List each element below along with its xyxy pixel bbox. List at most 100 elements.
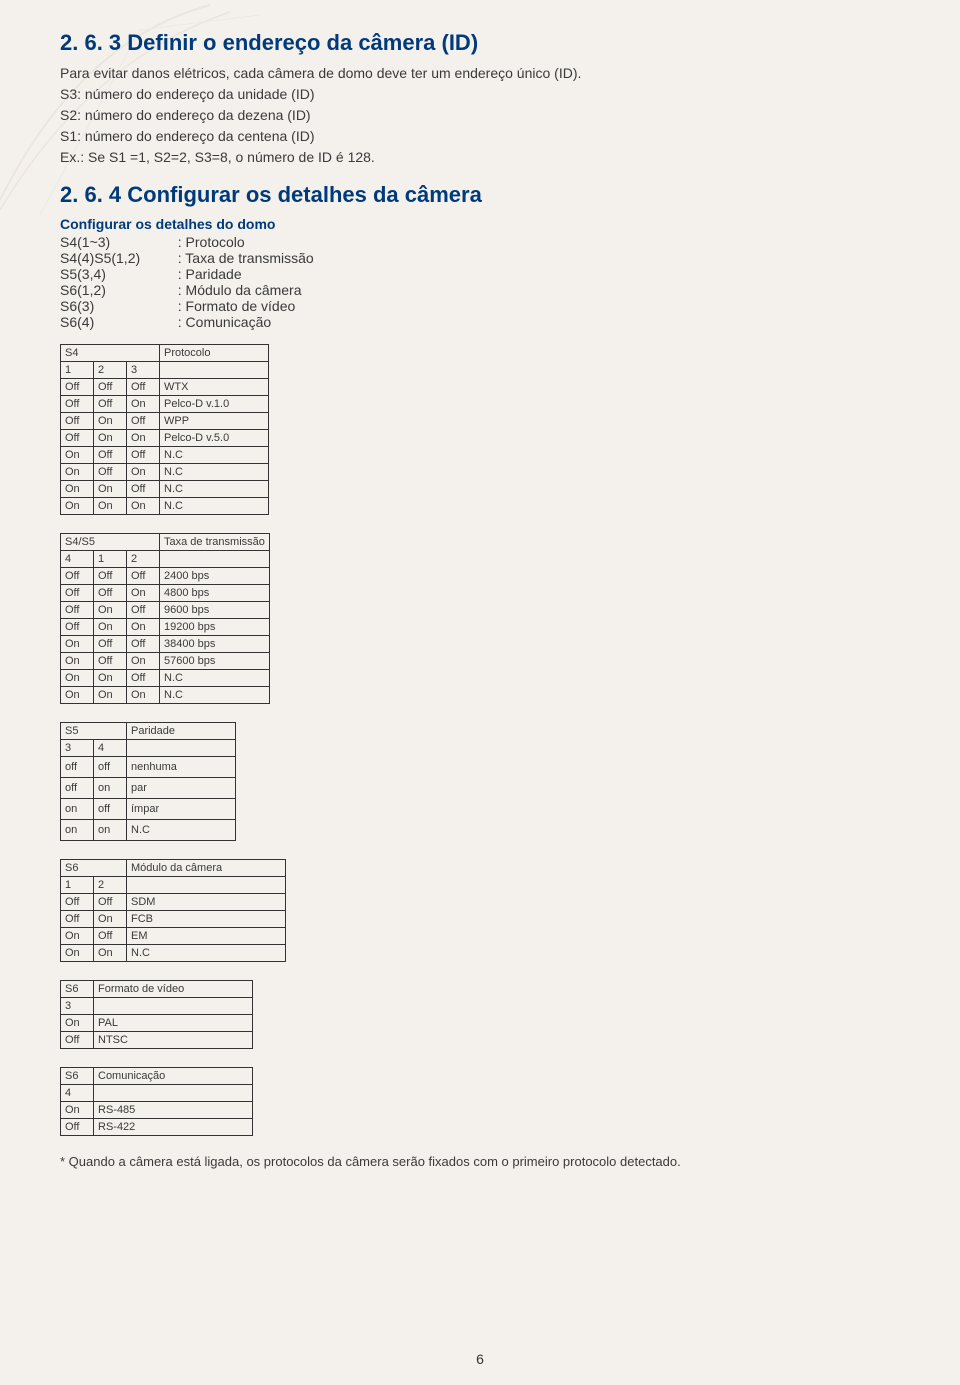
table-row: OffOnOnPelco-D v.5.0 [61, 430, 269, 447]
section-1-p1: Para evitar danos elétricos, cada câmera… [60, 64, 900, 83]
table-comm: S6Comunicação4OnRS-485OffRS-422 [60, 1067, 900, 1136]
table-cell: N.C [160, 481, 269, 498]
table-cell: Off [61, 430, 94, 447]
definition-row: S4(1~3) : Protocolo [60, 234, 900, 250]
dip-table: S4/S5Taxa de transmissão412OffOffOff2400… [60, 533, 270, 704]
table-header-cell: 2 [127, 551, 160, 568]
table-cell: On [61, 1015, 94, 1032]
table-cell: Off [94, 636, 127, 653]
table-cell: N.C [160, 687, 270, 704]
table-cell: On [127, 653, 160, 670]
table-video: S6Formato de vídeo3OnPALOffNTSC [60, 980, 900, 1049]
table-cell: On [127, 396, 160, 413]
table-header-cell: 1 [94, 551, 127, 568]
table-cell: On [94, 911, 127, 928]
table-cell: On [61, 447, 94, 464]
dip-table: S4Protocolo123OffOffOffWTXOffOffOnPelco-… [60, 344, 269, 515]
table-cell: Off [61, 585, 94, 602]
definition-row: S6(4) : Comunicação [60, 314, 900, 330]
table-header-empty [94, 1085, 253, 1102]
table-cell: Off [94, 928, 127, 945]
table-row: OnOnOffN.C [61, 670, 270, 687]
table-cell: Off [61, 1119, 94, 1136]
definition-key: S4(4)S5(1,2) [60, 250, 170, 266]
table-cell: Pelco-D v.1.0 [160, 396, 269, 413]
table-row: OffOffOff2400 bps [61, 568, 270, 585]
footnote: * Quando a câmera está ligada, os protoc… [60, 1154, 900, 1169]
table-row: OffOnOff9600 bps [61, 602, 270, 619]
table-header-cell: 2 [94, 877, 127, 894]
table-cell: on [61, 820, 94, 841]
table-title-right: Protocolo [160, 345, 269, 362]
definition-key: S6(3) [60, 298, 170, 314]
table-cell: Off [127, 447, 160, 464]
table-header-empty [160, 551, 270, 568]
table-cell: On [61, 687, 94, 704]
table-cell: On [94, 413, 127, 430]
table-cell: Off [61, 894, 94, 911]
table-cell: On [94, 602, 127, 619]
definition-key: S6(4) [60, 314, 170, 330]
table-cell: On [94, 945, 127, 962]
table-cell: off [94, 799, 127, 820]
table-cell: On [127, 464, 160, 481]
table-cell: RS-485 [94, 1102, 253, 1119]
table-cell: On [61, 653, 94, 670]
table-cell: On [127, 585, 160, 602]
table-row: offoffnenhuma [61, 757, 236, 778]
table-cell: Off [127, 602, 160, 619]
section-2-heading: 2. 6. 4 Configurar os detalhes da câmera [60, 182, 900, 208]
table-cell: N.C [127, 820, 236, 841]
table-cell: Off [61, 911, 94, 928]
table-cell: Off [127, 379, 160, 396]
table-header-cell: 1 [61, 877, 94, 894]
table-cell: On [94, 687, 127, 704]
table-title-right: Comunicação [94, 1068, 253, 1085]
table-title-left: S4 [61, 345, 160, 362]
table-cell: On [61, 670, 94, 687]
table-row: OnOffOn57600 bps [61, 653, 270, 670]
table-cell: On [61, 481, 94, 498]
table-cell: On [61, 464, 94, 481]
table-protocol: S4Protocolo123OffOffOffWTXOffOffOnPelco-… [60, 344, 900, 515]
table-cell: On [61, 636, 94, 653]
table-header-cell: 2 [94, 362, 127, 379]
section-1-p2: S3: número do endereço da unidade (ID) [60, 85, 900, 104]
table-header-empty [94, 998, 253, 1015]
table-cell: Off [94, 396, 127, 413]
table-cell: 2400 bps [160, 568, 270, 585]
definition-list: S4(1~3) : ProtocoloS4(4)S5(1,2) : Taxa d… [60, 234, 900, 330]
table-module: S6Módulo da câmera12OffOffSDMOffOnFCBOnO… [60, 859, 900, 962]
table-cell: Pelco-D v.5.0 [160, 430, 269, 447]
table-cell: 38400 bps [160, 636, 270, 653]
table-baud: S4/S5Taxa de transmissão412OffOffOff2400… [60, 533, 900, 704]
definition-key: S4(1~3) [60, 234, 170, 250]
table-cell: EM [127, 928, 286, 945]
table-cell: Off [94, 379, 127, 396]
table-cell: Off [127, 636, 160, 653]
table-cell: SDM [127, 894, 286, 911]
section-1-p3: S2: número do endereço da dezena (ID) [60, 106, 900, 125]
table-header-cell: 1 [61, 362, 94, 379]
definition-row: S6(1,2) : Módulo da câmera [60, 282, 900, 298]
table-title-right: Paridade [127, 723, 236, 740]
definition-value: : Protocolo [170, 234, 245, 250]
table-cell: On [127, 619, 160, 636]
table-cell: Off [61, 619, 94, 636]
table-cell: On [61, 1102, 94, 1119]
table-cell: Off [61, 602, 94, 619]
table-cell: Off [94, 653, 127, 670]
table-header-cell: 4 [61, 1085, 94, 1102]
table-cell: on [61, 799, 94, 820]
table-cell: Off [127, 568, 160, 585]
table-cell: On [94, 481, 127, 498]
definition-value: : Taxa de transmissão [170, 250, 314, 266]
table-cell: on [94, 778, 127, 799]
table-cell: On [94, 619, 127, 636]
table-cell: Off [61, 568, 94, 585]
table-title-left: S5 [61, 723, 127, 740]
definition-row: S5(3,4) : Paridade [60, 266, 900, 282]
definition-value: : Formato de vídeo [170, 298, 295, 314]
table-row: ononN.C [61, 820, 236, 841]
table-cell: N.C [160, 670, 270, 687]
